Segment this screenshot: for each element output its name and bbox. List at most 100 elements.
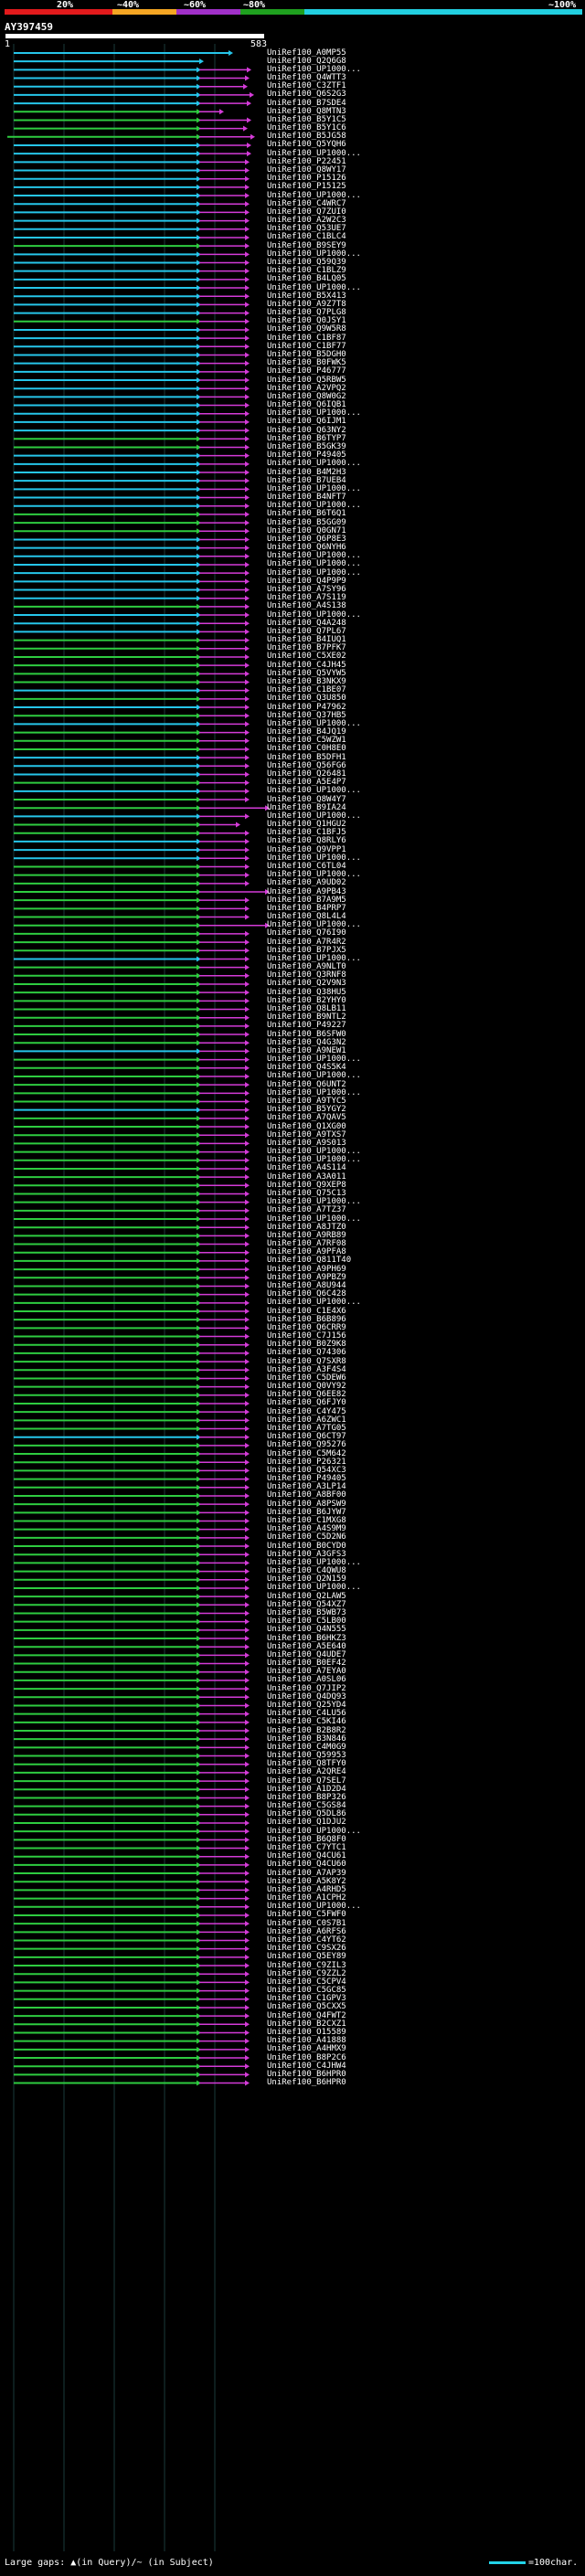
hit-row[interactable] — [14, 570, 250, 577]
hit-label[interactable]: UniRef100_Q1DJU2 — [267, 1818, 346, 1828]
hit-label[interactable]: UniRef100_UP1000... — [267, 610, 361, 620]
hit-label[interactable]: UniRef100_Q7SXR8 — [267, 1356, 346, 1366]
hit-row[interactable] — [14, 1291, 250, 1298]
hit-row[interactable] — [14, 1887, 250, 1893]
hit-row[interactable] — [14, 1552, 250, 1558]
hit-label[interactable]: UniRef100_Q0JSY1 — [267, 316, 346, 326]
hit-label[interactable]: UniRef100_UP1000... — [267, 559, 361, 569]
hit-row[interactable] — [14, 1576, 250, 1583]
hit-row[interactable] — [14, 1199, 250, 1205]
hit-label[interactable]: UniRef100_Q7PL67 — [267, 626, 346, 636]
hit-row[interactable] — [14, 2055, 250, 2062]
hit-row[interactable] — [14, 1207, 250, 1214]
hit-label[interactable]: UniRef100_B7PJX5 — [267, 945, 346, 955]
hit-row[interactable] — [14, 1778, 250, 1785]
hit-label[interactable]: UniRef100_Q75C13 — [267, 1188, 346, 1198]
hit-label[interactable]: UniRef100_C5D2N6 — [267, 1532, 346, 1542]
hit-row[interactable] — [14, 771, 250, 778]
hit-row[interactable] — [14, 1971, 250, 1977]
hit-row[interactable] — [14, 1341, 250, 1348]
hit-row[interactable] — [14, 1979, 250, 1986]
hit-row[interactable] — [14, 428, 250, 434]
hit-label[interactable]: UniRef100_B6SFW0 — [267, 1029, 346, 1039]
hit-row[interactable] — [14, 1845, 250, 1851]
hit-label[interactable]: UniRef100_A9RB89 — [267, 1230, 346, 1240]
hit-row[interactable] — [14, 1912, 250, 1918]
hit-label[interactable]: UniRef100_B5WB73 — [267, 1607, 346, 1617]
hit-row[interactable] — [14, 209, 250, 216]
hit-label[interactable]: UniRef100_Q1HGU2 — [267, 820, 346, 830]
hit-row[interactable] — [14, 1811, 250, 1818]
hit-label[interactable]: UniRef100_B2CXZ1 — [267, 2019, 346, 2029]
hit-row[interactable] — [14, 1299, 250, 1306]
hit-label[interactable]: UniRef100_P49405 — [267, 1474, 346, 1484]
hit-row[interactable] — [14, 1283, 250, 1289]
hit-row[interactable] — [14, 1963, 250, 1969]
hit-row[interactable] — [14, 914, 250, 920]
hit-label[interactable]: UniRef100_Q8L4L4 — [267, 912, 346, 922]
hit-label[interactable]: UniRef100_Q0VY92 — [267, 1382, 346, 1392]
hit-row[interactable] — [14, 377, 250, 384]
hit-label[interactable]: UniRef100_A9PH69 — [267, 1264, 346, 1274]
hit-label[interactable]: UniRef100_B6B896 — [267, 1314, 346, 1324]
hit-row[interactable] — [14, 251, 250, 258]
hit-label[interactable]: UniRef100_UP1000... — [267, 567, 361, 578]
hit-label[interactable]: UniRef100_C1BF77 — [267, 341, 346, 351]
hit-row[interactable] — [14, 1568, 250, 1574]
hit-label[interactable]: UniRef100_B2B8R2 — [267, 1725, 346, 1735]
hit-label[interactable]: UniRef100_Q2N159 — [267, 1574, 346, 1585]
hit-row[interactable] — [14, 1837, 250, 1843]
hit-label[interactable]: UniRef100_Q9VPP1 — [267, 844, 346, 854]
hit-row[interactable] — [14, 755, 250, 761]
hit-row[interactable] — [14, 948, 250, 954]
hit-label[interactable]: UniRef100_A0SL06 — [267, 1675, 346, 1685]
hit-label[interactable]: UniRef100_A9S013 — [267, 1138, 346, 1148]
hit-row[interactable] — [14, 50, 233, 56]
hit-row[interactable] — [14, 1124, 250, 1130]
hit-label[interactable]: UniRef100_UP1000... — [267, 459, 361, 469]
hit-row[interactable] — [14, 1669, 250, 1675]
hit-label[interactable]: UniRef100_A7QAV5 — [267, 1113, 346, 1123]
hit-label[interactable]: UniRef100_UP1000... — [267, 190, 361, 200]
hit-row[interactable] — [14, 1702, 250, 1709]
hit-row[interactable] — [14, 838, 250, 844]
hit-label[interactable]: UniRef100_A3LP14 — [267, 1482, 346, 1492]
hit-row[interactable] — [14, 1879, 250, 1885]
hit-label[interactable]: UniRef100_C5GS84 — [267, 1801, 346, 1811]
hit-row[interactable] — [14, 511, 250, 517]
hit-label[interactable]: UniRef100_B4IUQ1 — [267, 635, 346, 645]
hit-label[interactable]: UniRef100_A7S119 — [267, 593, 346, 603]
hit-row[interactable] — [14, 612, 250, 619]
hit-label[interactable]: UniRef100_Q4FWT2 — [267, 2010, 346, 2020]
hit-label[interactable]: UniRef100_Q4CU61 — [267, 1851, 346, 1861]
hit-row[interactable] — [14, 2030, 250, 2036]
hit-row[interactable] — [14, 1610, 250, 1617]
hit-label[interactable]: UniRef100_B4M2H3 — [267, 467, 346, 477]
hit-row[interactable] — [14, 1023, 250, 1029]
hit-row[interactable] — [14, 1895, 250, 1902]
hit-row[interactable] — [14, 1375, 250, 1382]
hit-label[interactable]: UniRef100_B0FWK5 — [267, 358, 346, 368]
hit-row[interactable] — [14, 1492, 250, 1499]
hit-row[interactable] — [14, 1660, 250, 1667]
hit-label[interactable]: UniRef100_B0EF42 — [267, 1659, 346, 1669]
hit-row[interactable] — [14, 1728, 250, 1733]
hit-label[interactable]: UniRef100_B5DGH0 — [267, 349, 346, 359]
hit-row[interactable] — [14, 1921, 250, 1927]
hit-label[interactable]: UniRef100_A2VPQ2 — [267, 383, 346, 393]
hit-label[interactable]: UniRef100_Q76I90 — [267, 928, 346, 938]
hit-label[interactable]: UniRef100_Q6S2G3 — [267, 90, 346, 100]
hit-row[interactable] — [14, 536, 250, 543]
hit-row[interactable] — [14, 1459, 250, 1466]
hit-row[interactable] — [14, 1115, 250, 1121]
hit-row[interactable] — [14, 813, 250, 820]
hit-row[interactable] — [14, 1233, 250, 1239]
hit-label[interactable]: UniRef100_A41888 — [267, 2036, 346, 2046]
hit-row[interactable] — [14, 184, 250, 190]
hit-row[interactable] — [14, 478, 250, 484]
hit-row[interactable] — [14, 998, 250, 1004]
hit-row[interactable] — [14, 368, 250, 375]
hit-row[interactable] — [14, 1257, 250, 1264]
hit-label[interactable]: UniRef100_A4S114 — [267, 1163, 346, 1173]
hit-row[interactable] — [14, 386, 250, 392]
